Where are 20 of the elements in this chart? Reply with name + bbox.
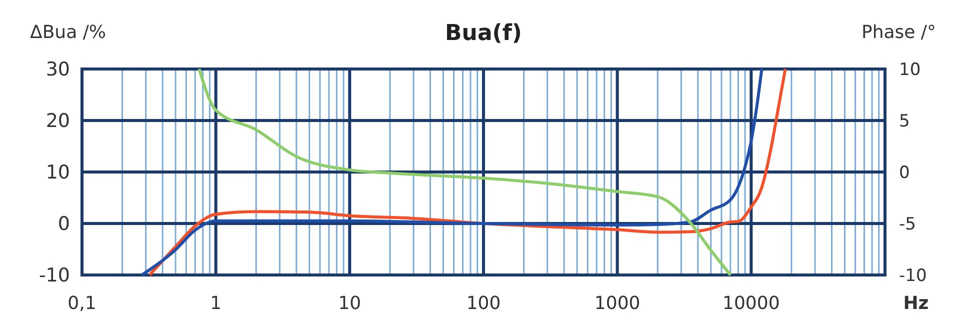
- y2-tick-label: -10: [899, 266, 927, 286]
- y2-tick-label: 0: [899, 162, 910, 183]
- y2-axis-title: Phase /°: [861, 22, 936, 43]
- chart-title: Bua(f): [445, 21, 522, 46]
- y2-tick-label: 5: [899, 111, 910, 132]
- y-axis-title: ΔBua /%: [30, 22, 106, 43]
- x-tick-label: 100: [466, 293, 501, 314]
- x-tick-label: 10: [338, 293, 362, 314]
- x-axis-title: Hz: [903, 293, 929, 314]
- y-tick-label: 10: [46, 162, 70, 184]
- y-tick-label: -10: [38, 264, 70, 287]
- y2-tick-label: 10: [899, 60, 921, 80]
- y-tick-label: 20: [46, 110, 70, 132]
- x-tick-label: 1: [210, 293, 222, 314]
- x-tick-label: 10000: [722, 293, 780, 314]
- y-tick-label: 0: [58, 213, 70, 236]
- x-tick-label: 1000: [594, 293, 640, 314]
- y2-tick-label: -5: [899, 214, 916, 234]
- y-tick-label: 30: [46, 58, 70, 81]
- x-tick-label: 0,1: [68, 293, 96, 314]
